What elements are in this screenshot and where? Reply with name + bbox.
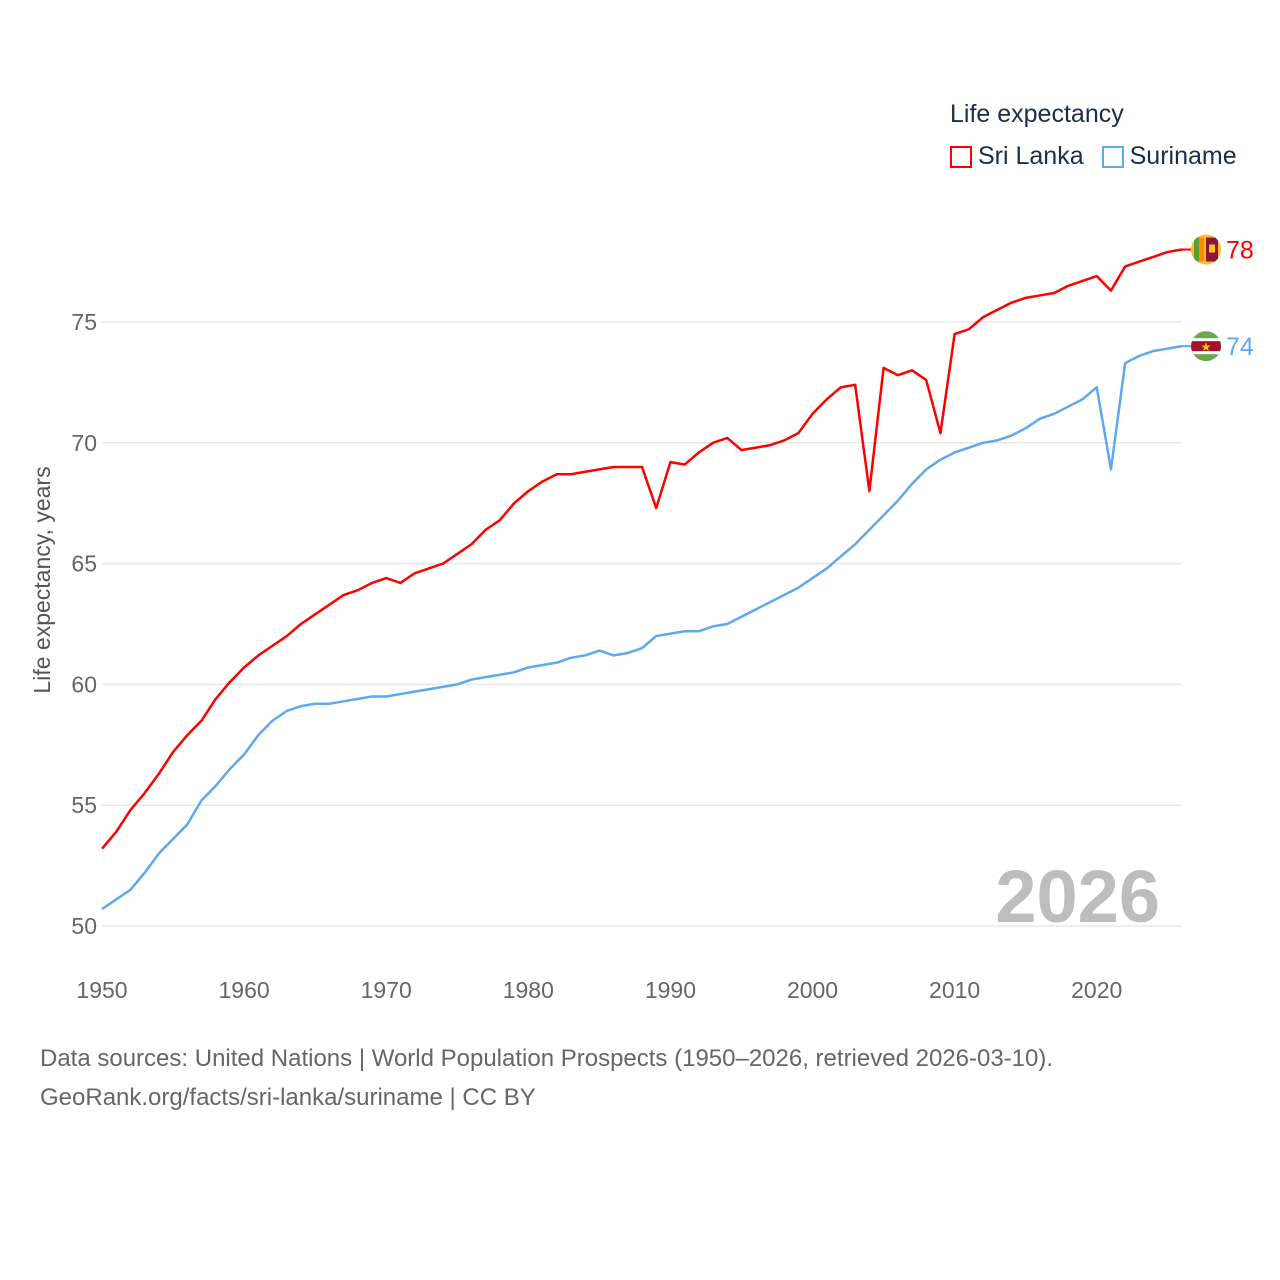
- legend-item-suriname[interactable]: Suriname: [1101, 142, 1237, 171]
- x-tick-label: 1980: [503, 977, 554, 1003]
- data-source-text: Data sources: United Nations | World Pop…: [40, 1045, 1054, 1072]
- x-tick-label: 1960: [219, 977, 270, 1003]
- y-tick-label: 55: [71, 792, 97, 818]
- x-tick-label: 2000: [787, 977, 838, 1003]
- series-line-sri-lanka: [101, 248, 1183, 850]
- year-watermark: 2026: [995, 855, 1160, 938]
- sri-lanka-flag-icon: [1191, 234, 1221, 265]
- y-axis-label: Life expectancy, years: [29, 466, 55, 693]
- series-line-suriname: [101, 344, 1183, 911]
- end-value-label: 78: [1226, 237, 1254, 265]
- end-value-label: 74: [1226, 333, 1254, 361]
- legend-label: Sri Lanka: [978, 142, 1084, 170]
- y-tick-label: 60: [71, 671, 97, 697]
- x-tick-label: 1990: [645, 977, 696, 1003]
- x-tick-label: 1970: [361, 977, 412, 1003]
- legend-label: Suriname: [1129, 142, 1237, 170]
- svg-text:★: ★: [1201, 340, 1212, 354]
- x-tick-label: 1950: [76, 977, 127, 1003]
- y-tick-label: 75: [71, 309, 97, 335]
- x-tick-label: 2010: [929, 977, 980, 1003]
- y-tick-label: 70: [71, 430, 97, 456]
- suriname-flag-icon: ★: [1191, 331, 1221, 362]
- legend-title: Life expectancy: [950, 100, 1124, 128]
- legend: Sri Lanka Suriname: [950, 142, 1237, 171]
- x-tick-label: 2020: [1071, 977, 1122, 1003]
- legend-item-sri-lanka[interactable]: Sri Lanka: [950, 142, 1084, 171]
- attribution-link[interactable]: GeoRank.org/facts/sri-lanka/suriname | C…: [40, 1084, 536, 1111]
- legend-swatch-icon: [1101, 145, 1124, 168]
- y-tick-label: 50: [71, 913, 97, 939]
- y-tick-label: 65: [71, 551, 97, 577]
- legend-swatch-icon: [950, 145, 972, 168]
